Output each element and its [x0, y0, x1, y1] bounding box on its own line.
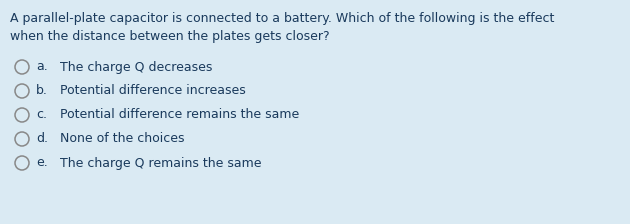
- Text: e.: e.: [36, 157, 48, 170]
- Text: Potential difference remains the same: Potential difference remains the same: [60, 108, 299, 121]
- Text: a.: a.: [36, 60, 48, 73]
- Text: A parallel-plate capacitor is connected to a battery. Which of the following is : A parallel-plate capacitor is connected …: [10, 12, 554, 25]
- Text: b.: b.: [36, 84, 48, 97]
- Text: The charge Q remains the same: The charge Q remains the same: [60, 157, 261, 170]
- Text: c.: c.: [36, 108, 47, 121]
- Text: Potential difference increases: Potential difference increases: [60, 84, 246, 97]
- Text: d.: d.: [36, 133, 48, 146]
- Text: The charge Q decreases: The charge Q decreases: [60, 60, 212, 73]
- Text: when the distance between the plates gets closer?: when the distance between the plates get…: [10, 30, 329, 43]
- Text: None of the choices: None of the choices: [60, 133, 185, 146]
